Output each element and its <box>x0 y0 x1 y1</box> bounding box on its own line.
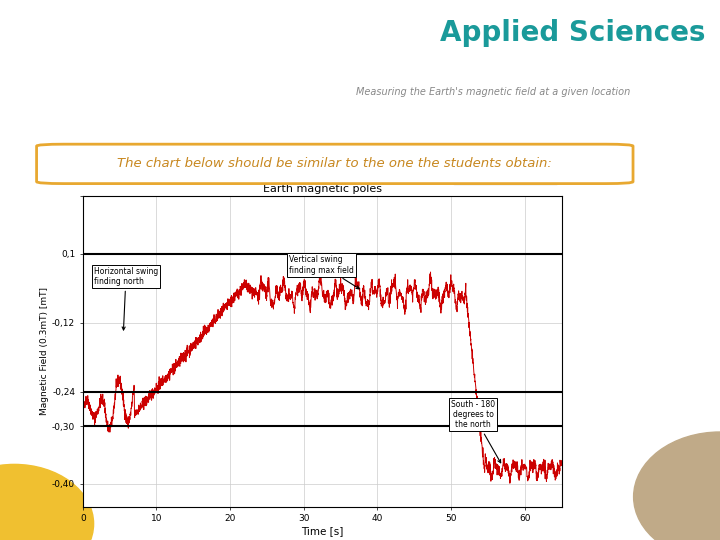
Magnetic Field (1 mT) <box>78 404 87 410</box>
Text: Earth's magnetic field: Earth's magnetic field <box>359 62 523 75</box>
Legend: Magnetic Field (1 mT): Magnetic Field (1 mT) <box>453 170 558 184</box>
FancyBboxPatch shape <box>37 144 633 184</box>
Text: South - 180
degrees to
the north: South - 180 degrees to the north <box>451 400 500 463</box>
Magnetic Field (1 mT) <box>133 407 142 414</box>
Text: Vertical swing
finding max field: Vertical swing finding max field <box>289 255 359 289</box>
Magnetic Field (1 mT) <box>497 472 505 479</box>
Y-axis label: Magnetic Field (0.3mT) [mT]: Magnetic Field (0.3mT) [mT] <box>40 287 49 415</box>
Line: Magnetic Field (1 mT): Magnetic Field (1 mT) <box>83 272 562 483</box>
Magnetic Field (1 mT) <box>262 294 271 301</box>
Circle shape <box>0 464 94 540</box>
Magnetic Field (1 mT) <box>505 480 514 487</box>
Magnetic Field (1 mT) <box>283 296 292 302</box>
Text: Horizontal swing
finding north: Horizontal swing finding north <box>94 267 158 330</box>
X-axis label: Time [s]: Time [s] <box>301 526 343 536</box>
Text: Results and analysis: Results and analysis <box>359 110 512 123</box>
Circle shape <box>634 432 720 540</box>
Magnetic Field (1 mT) <box>161 379 170 386</box>
Text: Applied Sciences: Applied Sciences <box>440 19 706 47</box>
Text: Measuring the Earth's magnetic field at a given location: Measuring the Earth's magnetic field at … <box>356 87 631 98</box>
Magnetic Field (1 mT) <box>557 459 566 465</box>
Magnetic Field (1 mT) <box>548 457 557 464</box>
Text: The chart below should be similar to the one the students obtain:: The chart below should be similar to the… <box>117 157 552 170</box>
Title: Earth magnetic poles: Earth magnetic poles <box>263 184 382 194</box>
Magnetic Field (1 mT) <box>426 269 435 275</box>
